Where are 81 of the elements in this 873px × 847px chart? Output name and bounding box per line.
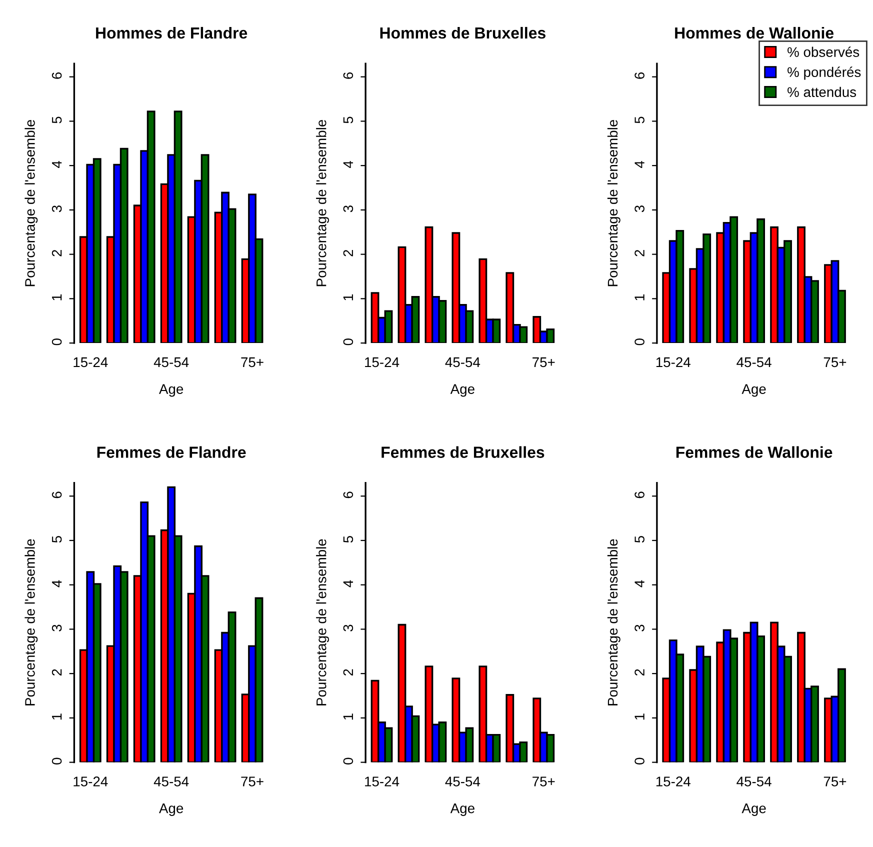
x-tick-label: 75+ bbox=[532, 357, 555, 368]
chart-title: Hommes de Bruxelles bbox=[380, 26, 546, 39]
x-axis-title: Age bbox=[159, 384, 184, 397]
x-tick-label: 45-54 bbox=[445, 357, 480, 368]
y-tick-label: 5 bbox=[52, 116, 62, 124]
y-tick-label: 5 bbox=[634, 116, 644, 124]
y-tick-label: 1 bbox=[343, 714, 353, 720]
y-tick-label: 4 bbox=[343, 580, 353, 588]
y-tick-label: 4 bbox=[52, 160, 62, 168]
y-axis-title: Pourcentage de l'ensemble bbox=[24, 539, 38, 706]
x-tick-label: 75+ bbox=[532, 776, 555, 786]
y-tick-label: 0 bbox=[343, 758, 354, 764]
legend-label: % attendus bbox=[788, 86, 856, 98]
y-axis-title: Pourcentage de l'ensemble bbox=[316, 120, 330, 286]
y-tick-label: 5 bbox=[634, 536, 644, 543]
x-tick-label: 15-24 bbox=[656, 776, 690, 786]
x-tick-label: 15-24 bbox=[365, 357, 400, 368]
y-tick-label: 2 bbox=[343, 669, 353, 676]
x-tick-label: 45-54 bbox=[736, 357, 772, 368]
y-tick-label: 4 bbox=[52, 580, 62, 588]
x-tick-label: 15-24 bbox=[365, 776, 400, 786]
x-axis-title: Age bbox=[742, 384, 766, 397]
y-tick-label: 5 bbox=[52, 536, 62, 543]
chart-title: Femmes de Wallonie bbox=[676, 446, 832, 458]
y-tick-label: 1 bbox=[634, 294, 644, 300]
x-tick-label: 45-54 bbox=[736, 776, 772, 786]
chart-title: Hommes de Flandre bbox=[96, 26, 248, 39]
y-tick-label: 3 bbox=[52, 206, 62, 212]
x-tick-label: 15-24 bbox=[656, 357, 690, 368]
y-axis-title: Pourcentage de l'ensemble bbox=[24, 120, 38, 286]
legend-label: % observés bbox=[788, 46, 860, 57]
y-tick-label: 6 bbox=[52, 72, 62, 79]
x-tick-label: 45-54 bbox=[154, 776, 189, 786]
y-tick-label: 2 bbox=[343, 250, 353, 256]
y-tick-label: 3 bbox=[634, 206, 644, 212]
x-axis-title: Age bbox=[159, 804, 184, 816]
y-tick-label: 6 bbox=[343, 492, 354, 498]
y-tick-label: 1 bbox=[634, 714, 644, 720]
x-axis-title: Age bbox=[450, 804, 474, 816]
x-tick-label: 45-54 bbox=[154, 357, 189, 368]
y-tick-label: 5 bbox=[343, 536, 354, 543]
chart-title: Femmes de Flandre bbox=[97, 446, 246, 458]
chart-title: Femmes de Bruxelles bbox=[382, 446, 544, 458]
y-tick-label: 3 bbox=[52, 624, 62, 632]
y-tick-label: 3 bbox=[634, 624, 644, 632]
y-tick-label: 1 bbox=[343, 294, 353, 300]
y-tick-label: 6 bbox=[52, 492, 62, 498]
y-tick-label: 0 bbox=[52, 338, 62, 346]
y-tick-label: 0 bbox=[634, 758, 644, 764]
y-tick-label: 4 bbox=[343, 160, 353, 168]
y-tick-label: 6 bbox=[634, 72, 644, 79]
y-tick-label: 4 bbox=[634, 160, 644, 168]
x-tick-label: 75+ bbox=[241, 776, 264, 786]
x-tick-label: 15-24 bbox=[74, 776, 108, 786]
y-tick-label: 6 bbox=[343, 72, 354, 79]
y-tick-label: 1 bbox=[52, 294, 62, 300]
y-axis-title: Pourcentage de l'ensemble bbox=[607, 120, 620, 286]
x-tick-label: 45-54 bbox=[445, 776, 480, 786]
y-tick-label: 5 bbox=[343, 116, 354, 124]
y-tick-label: 6 bbox=[634, 492, 644, 498]
y-tick-label: 2 bbox=[634, 250, 644, 256]
x-axis-title: Age bbox=[450, 384, 474, 397]
y-tick-label: 0 bbox=[343, 338, 354, 346]
chart-title: Hommes de Wallonie bbox=[675, 26, 834, 39]
y-tick-label: 3 bbox=[343, 624, 354, 632]
y-tick-label: 0 bbox=[634, 338, 644, 346]
y-tick-label: 3 bbox=[343, 206, 354, 212]
y-axis-title: Pourcentage de l'ensemble bbox=[607, 539, 620, 706]
y-tick-label: 4 bbox=[634, 580, 644, 588]
x-tick-label: 75+ bbox=[241, 357, 264, 368]
x-tick-label: 15-24 bbox=[74, 357, 108, 368]
y-tick-label: 2 bbox=[634, 669, 644, 676]
y-axis-title: Pourcentage de l'ensemble bbox=[316, 539, 330, 706]
x-tick-label: 75+ bbox=[824, 357, 846, 368]
y-tick-label: 2 bbox=[52, 669, 62, 676]
x-tick-label: 75+ bbox=[824, 776, 846, 786]
y-tick-label: 2 bbox=[52, 250, 62, 256]
legend-label: % pondérés bbox=[788, 66, 861, 80]
x-axis-title: Age bbox=[742, 804, 766, 816]
y-tick-label: 1 bbox=[52, 714, 62, 720]
y-tick-label: 0 bbox=[52, 758, 62, 764]
